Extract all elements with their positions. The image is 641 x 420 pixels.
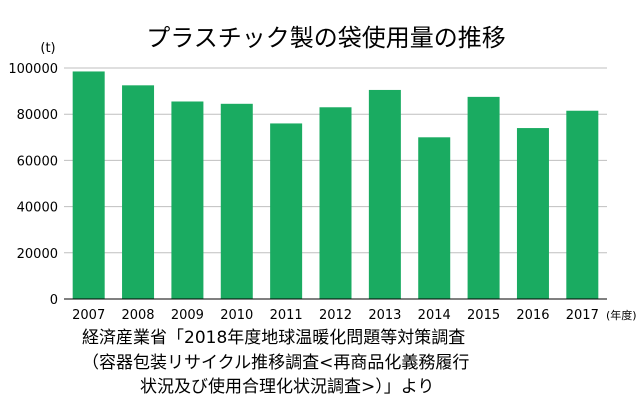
bars [72,71,599,300]
bar-2012 [319,107,352,300]
x-tick-labels: 2007 2008 2009 2010 2011 2012 2013 2014 2015 2016… [72,308,599,323]
x-tick-label: 2016 [516,308,549,323]
x-tick-label: 2008 [121,308,154,323]
x-tick-label: 2010 [220,308,253,323]
y-tick-label: 60000 [17,154,58,169]
source-line-3: 状況及び使用合理化状況調査>）」より [140,376,434,397]
x-tick-label: 2007 [72,308,105,323]
x-tick-label: 2017 [566,308,599,323]
x-tick-label: 2014 [418,308,451,323]
bar-2013 [368,89,401,299]
x-tick-label: 2011 [270,308,303,323]
y-tick-label: 20000 [17,247,58,262]
x-tick-label: 2015 [467,308,500,323]
bar-2017 [566,110,599,299]
bar-2008 [122,85,155,299]
bar-2010 [220,103,253,300]
x-tick-label: 2009 [171,308,204,323]
bar-2015 [467,96,500,299]
chart-title: プラスチック製の袋使用量の推移 [146,24,506,52]
x-tick-label: 2013 [368,308,401,323]
y-tick-label: 100000 [8,62,58,77]
source-line-2: （容器包装リサイクル推移調査<再商品化義務履行 [82,353,469,373]
source-note: 経済産業省「2018年度地球温暖化問題等対策調査 （容器包装リサイクル推移調査<… [82,328,469,397]
bar-2014 [418,137,451,299]
y-tick-label: 80000 [17,108,58,123]
y-tick-label: 40000 [17,201,58,216]
source-line-1: 経済産業省「2018年度地球温暖化問題等対策調査 [82,328,465,348]
bar-2011 [270,123,303,299]
y-tick-labels: 0 20000 40000 60000 80000 100000 [8,62,58,308]
bar-2007 [72,71,105,299]
y-axis-unit-label: (t) [40,41,55,56]
x-axis-unit-label: (年度) [606,308,637,322]
bar-2009 [171,101,204,300]
y-tick-label: 0 [50,293,58,308]
bar-2016 [516,128,549,299]
x-tick-label: 2012 [319,308,352,323]
